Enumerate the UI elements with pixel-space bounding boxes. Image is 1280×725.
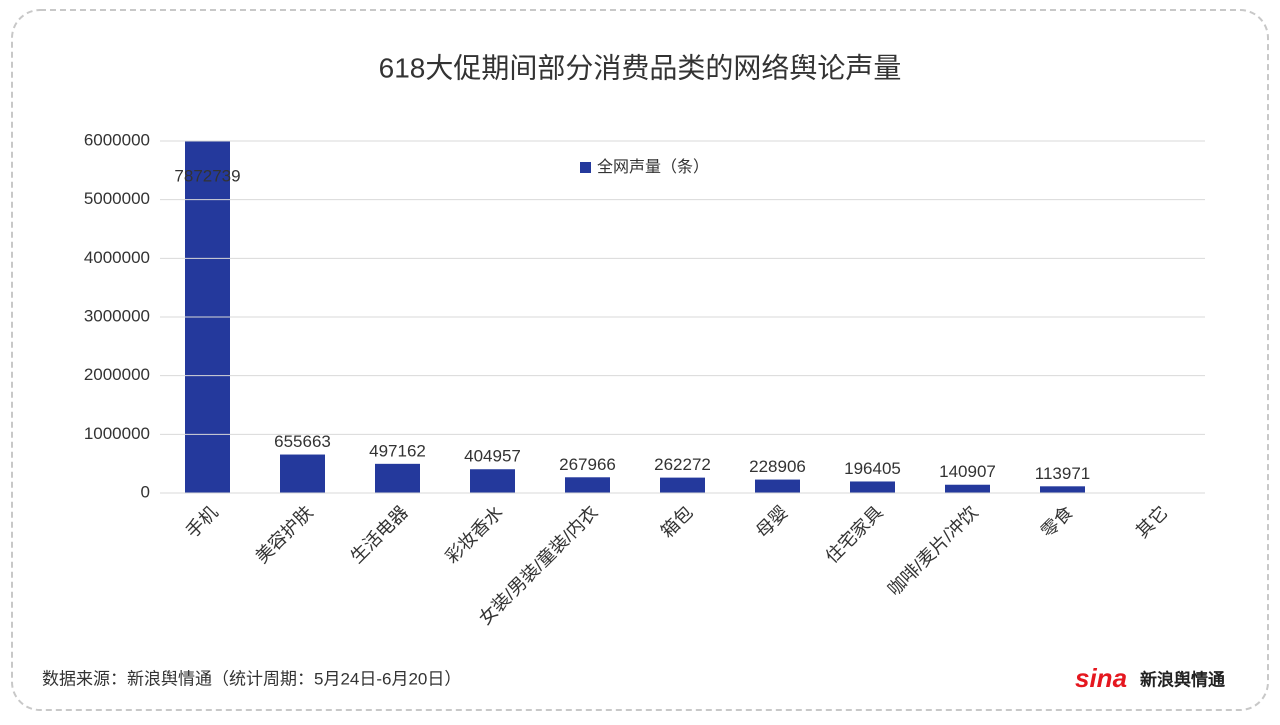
bar bbox=[945, 484, 990, 493]
logo-name: 新浪舆情通 bbox=[1140, 669, 1225, 689]
value-label: 113971 bbox=[1035, 464, 1090, 483]
bar bbox=[660, 477, 705, 493]
value-label: 497162 bbox=[369, 441, 426, 460]
bar bbox=[280, 454, 325, 493]
y-tick-label: 6000000 bbox=[84, 130, 150, 149]
value-label: 7872739 bbox=[174, 166, 240, 185]
bar bbox=[1040, 486, 1085, 493]
value-label: 140907 bbox=[939, 462, 996, 481]
logo-brand: sina bbox=[1075, 663, 1127, 693]
chart-title: 618大促期间部分消费品类的网络舆论声量 bbox=[379, 52, 902, 83]
bar bbox=[375, 463, 420, 493]
value-label: 228906 bbox=[749, 457, 806, 476]
legend-label: 全网声量（条） bbox=[597, 158, 709, 176]
card bbox=[11, 9, 1269, 711]
value-label: 404957 bbox=[464, 447, 521, 466]
legend-swatch bbox=[580, 162, 591, 173]
bar bbox=[565, 477, 610, 493]
y-tick-label: 2000000 bbox=[84, 365, 150, 384]
value-label: 262272 bbox=[654, 455, 711, 474]
value-label: 196405 bbox=[844, 459, 901, 478]
bar bbox=[470, 469, 515, 493]
value-label: 267966 bbox=[559, 455, 616, 474]
y-tick-label: 1000000 bbox=[84, 424, 150, 443]
bar bbox=[755, 479, 800, 493]
y-tick-label: 4000000 bbox=[84, 248, 150, 267]
bar bbox=[850, 481, 895, 493]
y-tick-label: 5000000 bbox=[84, 189, 150, 208]
y-tick-label: 0 bbox=[141, 482, 150, 501]
source-note: 数据来源：新浪舆情通（统计周期：5月24日-6月20日） bbox=[42, 669, 461, 688]
y-tick-label: 3000000 bbox=[84, 306, 150, 325]
value-label: 655663 bbox=[274, 432, 331, 451]
